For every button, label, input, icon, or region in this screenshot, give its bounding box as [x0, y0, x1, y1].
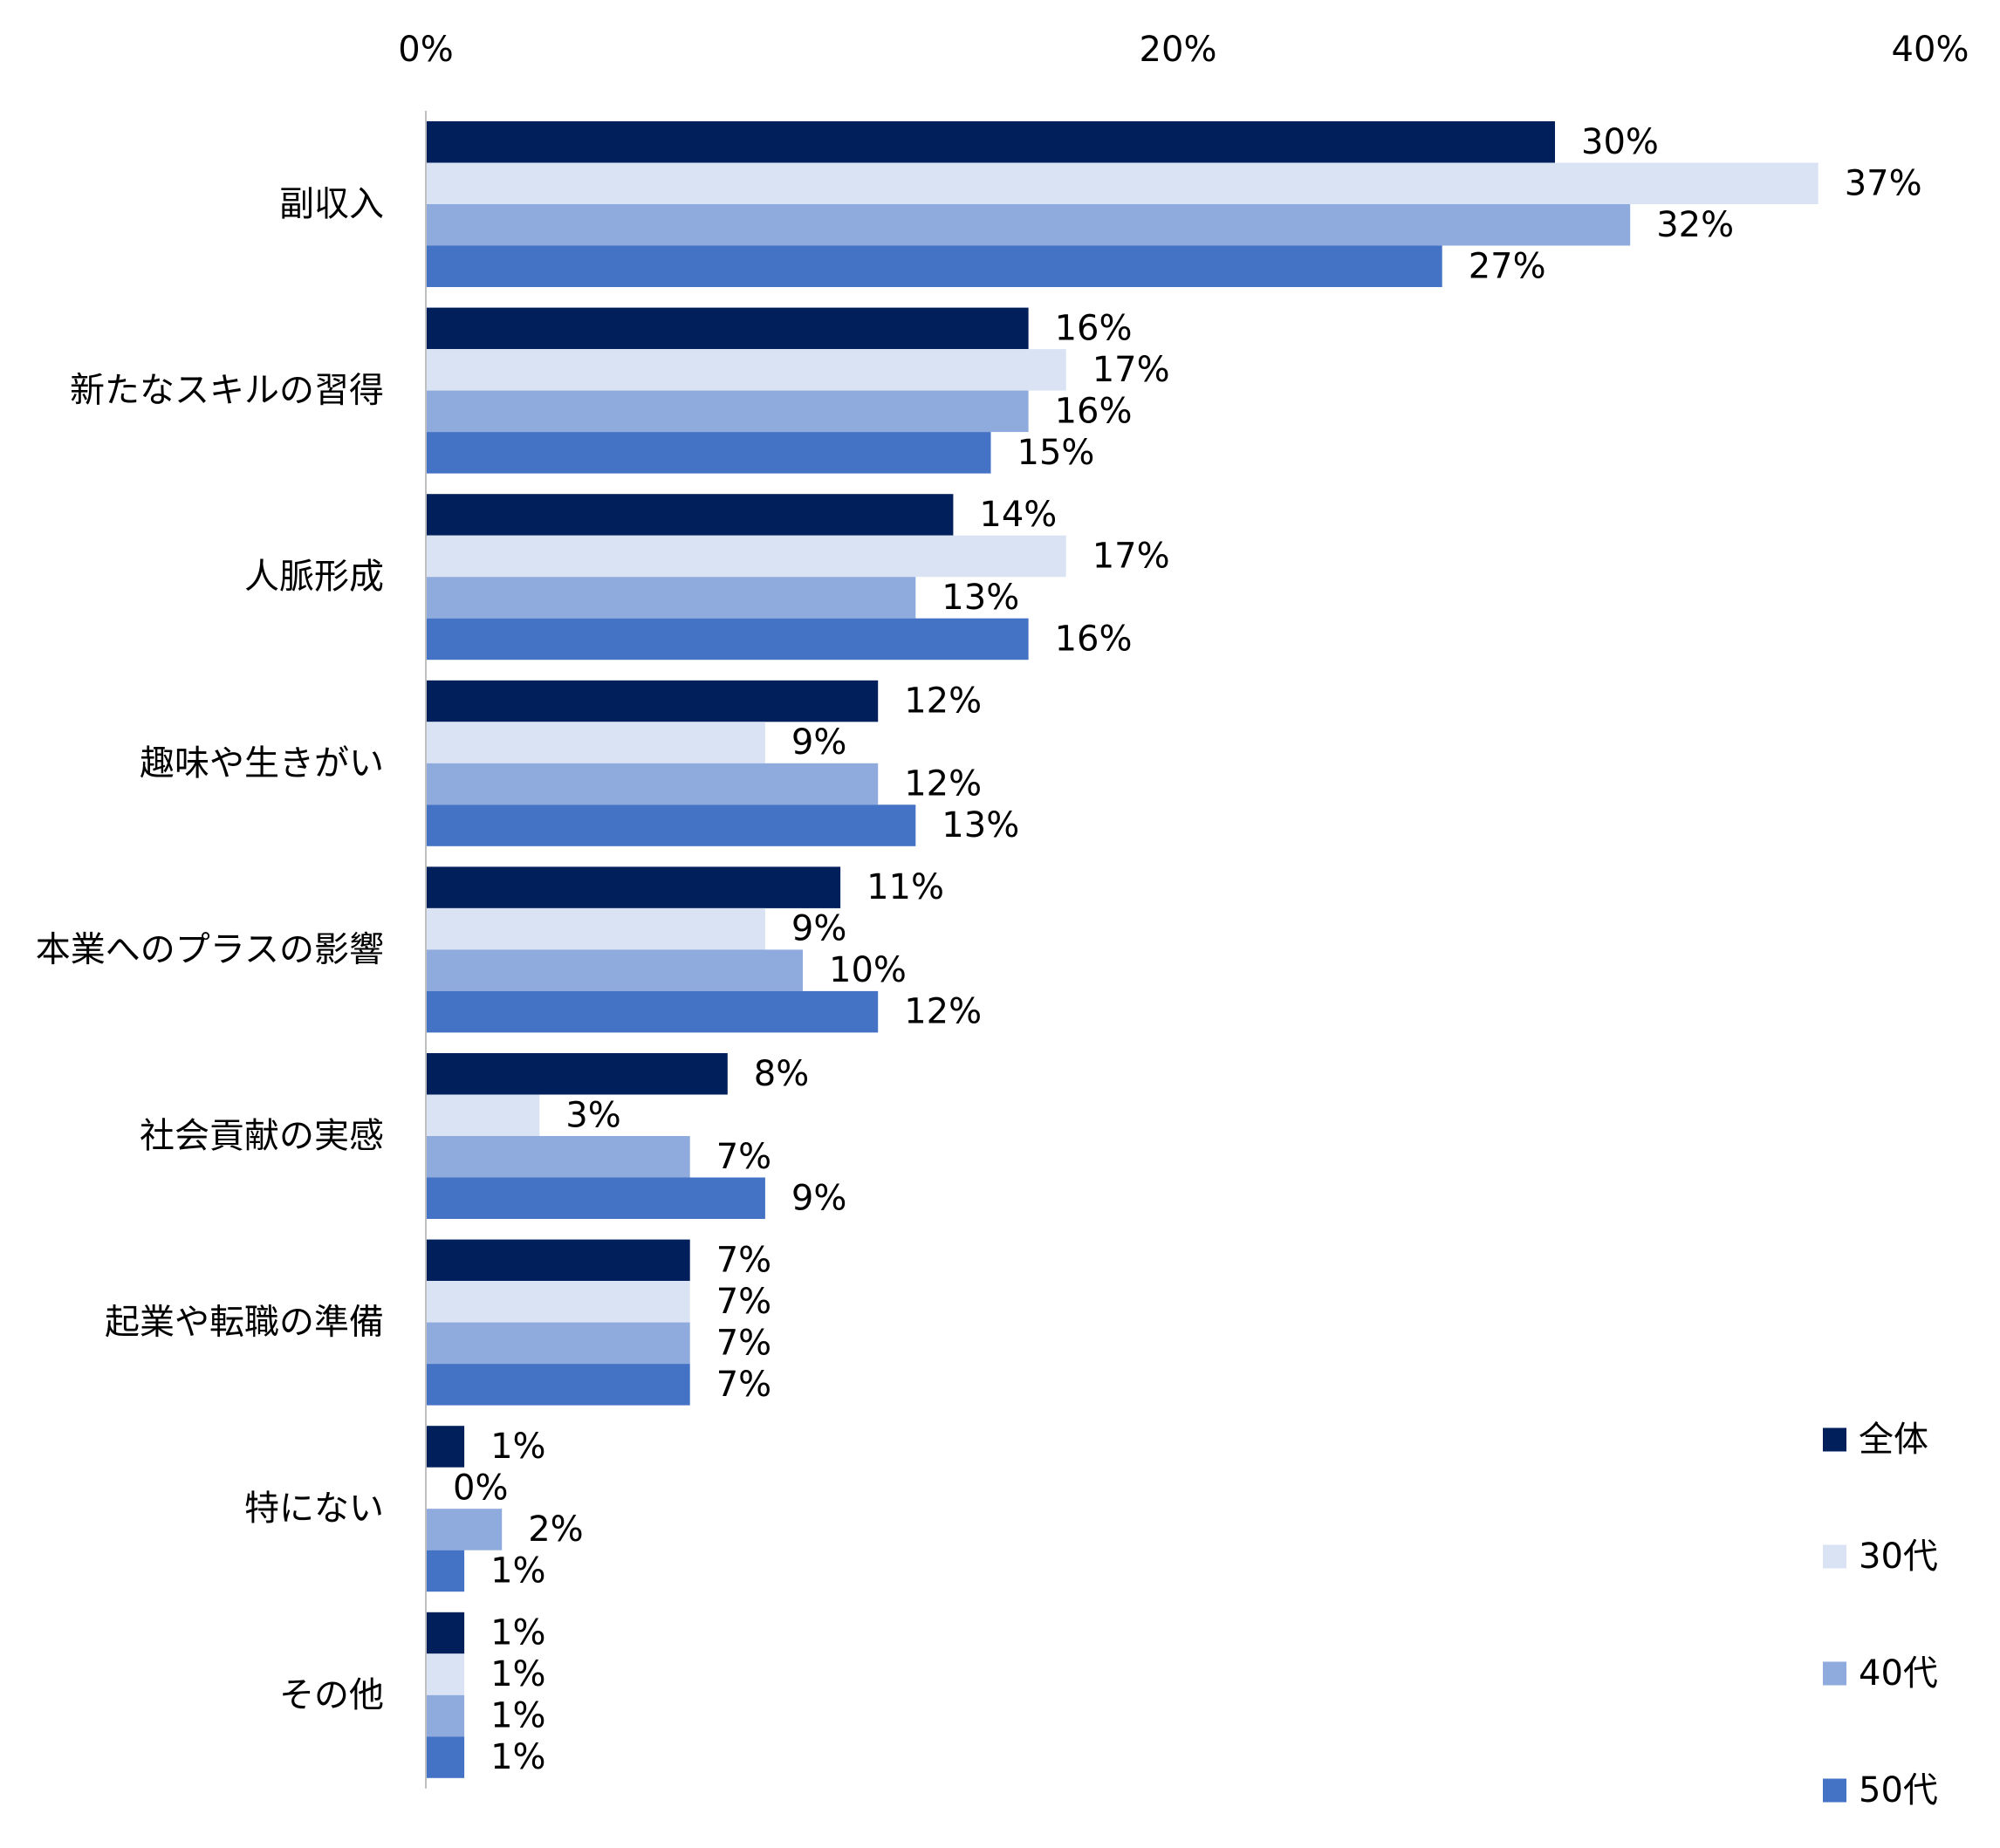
bar: [427, 162, 1818, 204]
data-label: 13%: [942, 578, 1019, 618]
data-label: 32%: [1656, 205, 1734, 245]
legend-swatch: [1823, 1427, 1846, 1452]
data-label: 14%: [979, 495, 1057, 535]
bar: [427, 1322, 690, 1365]
bar: [427, 204, 1631, 246]
data-label: 9%: [791, 909, 846, 949]
data-label: 7%: [716, 1137, 771, 1177]
legend-label: 30代: [1859, 1537, 1938, 1577]
legend-swatch: [1823, 1544, 1846, 1569]
bar: [427, 1136, 690, 1178]
bar: [427, 307, 1029, 350]
bar: [427, 121, 1555, 163]
bar: [427, 618, 1029, 660]
data-label: 3%: [565, 1095, 620, 1135]
data-label: 16%: [1055, 619, 1133, 659]
category-label: 新たなスキルの習得: [70, 371, 384, 411]
legend-label: 全体: [1859, 1420, 1928, 1460]
data-label: 9%: [791, 1178, 846, 1218]
data-label: 17%: [1092, 536, 1170, 576]
data-label: 9%: [791, 722, 846, 763]
data-label: 12%: [904, 992, 982, 1032]
legend: 全体 30代 40代 50代: [1823, 1420, 1938, 1810]
bar: [427, 349, 1066, 391]
data-label: 15%: [1017, 433, 1095, 473]
data-label: 1%: [490, 1654, 545, 1694]
bar: [427, 763, 879, 805]
x-axis-ticks: 0% 20% 40%: [398, 30, 1969, 70]
bar: [427, 907, 765, 950]
data-label: 7%: [716, 1240, 771, 1280]
data-label: 10%: [829, 950, 907, 990]
data-label: 12%: [904, 764, 982, 804]
bar: [427, 1053, 728, 1095]
data-label: 1%: [490, 1427, 545, 1467]
data-label: 1%: [490, 1613, 545, 1653]
category-label: 本業へのプラスの影響: [36, 929, 384, 969]
bar: [427, 535, 1066, 578]
data-label: 2%: [528, 1509, 583, 1550]
category-label: 社会貢献の実感: [140, 1116, 384, 1156]
bar: [427, 577, 916, 619]
bar: [427, 1281, 690, 1323]
category-label: 特にない: [244, 1489, 384, 1529]
data-label: 11%: [866, 867, 944, 907]
data-label: 7%: [716, 1323, 771, 1363]
bar: [427, 680, 879, 722]
bar: [427, 432, 991, 474]
bar: [427, 722, 765, 763]
data-label: 8%: [754, 1054, 809, 1094]
bars: [427, 121, 1818, 1778]
bar: [427, 1694, 465, 1737]
category-label: 人脈形成: [244, 557, 384, 597]
category-label: 副収入: [279, 184, 384, 224]
bar: [427, 1550, 465, 1592]
bar: [427, 1426, 465, 1468]
x-tick-label: 20%: [1140, 30, 1217, 70]
bar: [427, 1612, 465, 1654]
bar: [427, 866, 841, 908]
bar: [427, 1094, 540, 1136]
bar: [427, 390, 1029, 433]
value-labels: 30%37%32%27%16%17%16%15%14%17%13%16%12%9…: [453, 122, 1922, 1777]
x-tick-label: 0%: [398, 30, 453, 70]
legend-swatch: [1823, 1778, 1846, 1803]
data-label: 17%: [1092, 350, 1170, 390]
bar: [427, 990, 879, 1033]
data-label: 1%: [490, 1737, 545, 1777]
legend-label: 50代: [1859, 1770, 1938, 1810]
data-label: 30%: [1581, 122, 1659, 162]
bar: [427, 949, 803, 991]
x-tick-label: 40%: [1892, 30, 1969, 70]
bar: [427, 1653, 465, 1695]
data-label: 12%: [904, 681, 982, 722]
data-label: 16%: [1055, 391, 1133, 431]
legend-label: 40代: [1859, 1653, 1938, 1694]
bar: [427, 1177, 765, 1219]
data-label: 1%: [490, 1696, 545, 1736]
bar: [427, 245, 1442, 287]
data-label: 7%: [716, 1282, 771, 1322]
bar: [427, 494, 954, 536]
data-label: 16%: [1055, 308, 1133, 348]
data-label: 27%: [1469, 246, 1546, 286]
bar: [427, 1736, 465, 1778]
bar: [427, 1364, 690, 1406]
category-label: その他: [279, 1675, 384, 1715]
bar: [427, 1509, 503, 1550]
bar: [427, 804, 916, 846]
data-label: 13%: [942, 805, 1019, 845]
data-label: 1%: [490, 1550, 545, 1591]
data-label: 37%: [1845, 163, 1922, 203]
legend-swatch: [1823, 1661, 1846, 1686]
category-label: 趣味や生きがい: [140, 743, 384, 784]
category-labels: 副収入新たなスキルの習得人脈形成趣味や生きがい本業へのプラスの影響社会貢献の実感…: [36, 184, 384, 1715]
data-label: 7%: [716, 1365, 771, 1405]
bar: [427, 1239, 690, 1282]
category-label: 起業や転職の準備: [105, 1303, 384, 1343]
data-label: 0%: [453, 1468, 508, 1508]
